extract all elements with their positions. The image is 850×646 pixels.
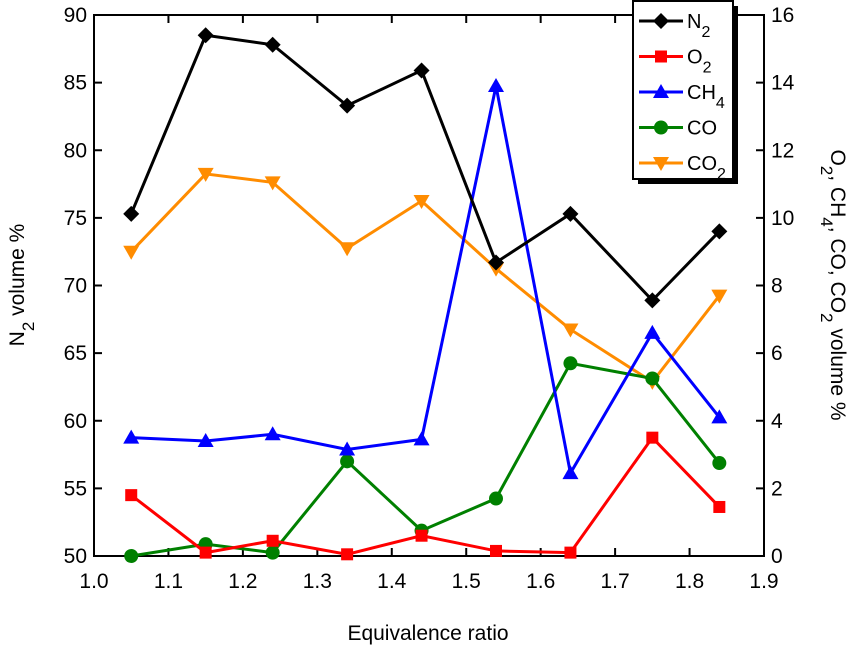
series-N2 xyxy=(123,27,728,309)
x-tick-label: 1.8 xyxy=(675,570,704,593)
data-point-N2 xyxy=(562,205,579,222)
data-point-O2 xyxy=(341,548,354,561)
legend-item-CO2: CO2 xyxy=(639,153,726,183)
data-point-O2 xyxy=(199,546,212,559)
x-tick-label: 1.0 xyxy=(79,570,108,593)
series-layer xyxy=(123,27,728,563)
legend: N2 O2 CH4 CO CO2 xyxy=(632,0,738,184)
y-right-tick-label: 6 xyxy=(771,342,783,365)
data-point-N2 xyxy=(264,36,281,53)
data-point-O2 xyxy=(713,500,726,513)
legend-item-N2: N2 xyxy=(639,11,710,41)
data-point-CO xyxy=(340,454,355,469)
x-tick-label: 1.7 xyxy=(601,570,630,593)
y-left-axis-title: N2 volume % xyxy=(6,224,38,347)
data-point-CH4 xyxy=(711,409,728,424)
legend-item-CO: CO xyxy=(639,118,717,140)
data-point-CH4 xyxy=(644,324,661,339)
legend-label: CO xyxy=(687,118,717,140)
data-point-CO xyxy=(645,371,660,386)
data-point-N2 xyxy=(197,27,214,44)
y-left-tick-label: 80 xyxy=(64,139,87,162)
axis-titles: Equivalence ratio N2 volume % O2, CH4, C… xyxy=(6,149,849,645)
y-left-tick-label: 65 xyxy=(64,342,87,365)
data-point-CO2 xyxy=(562,323,579,338)
y-right-tick-label: 0 xyxy=(771,545,783,568)
series-CH4 xyxy=(123,78,728,480)
x-axis-title: Equivalence ratio xyxy=(347,622,508,645)
data-point-O2 xyxy=(266,534,279,547)
x-tick-label: 1.3 xyxy=(303,570,332,593)
legend-marker xyxy=(655,50,667,63)
data-point-O2 xyxy=(646,431,659,444)
data-point-CH4 xyxy=(339,441,356,456)
y-left-tick-label: 50 xyxy=(64,545,87,568)
y-right-tick-label: 10 xyxy=(771,207,794,230)
y-left-tick-label: 60 xyxy=(64,410,87,433)
data-point-CO2 xyxy=(711,289,728,304)
y-right-tick-label: 4 xyxy=(771,410,783,433)
data-point-CO xyxy=(563,356,578,371)
x-tick-label: 1.4 xyxy=(377,570,407,593)
data-point-CH4 xyxy=(488,78,504,93)
legend-item-CH4: CH4 xyxy=(639,82,725,112)
x-tick-label: 1.5 xyxy=(452,570,481,593)
x-tick-label: 1.6 xyxy=(526,570,555,593)
legend-item-O2: O2 xyxy=(639,47,712,77)
y-left-tick-label: 85 xyxy=(64,72,87,95)
x-tick-label: 1.9 xyxy=(749,570,778,593)
data-point-CO xyxy=(489,491,503,506)
y-right-tick-label: 12 xyxy=(771,139,794,162)
data-point-CO2 xyxy=(264,176,281,191)
y-right-tick-label: 14 xyxy=(771,72,795,95)
data-point-N2 xyxy=(123,205,140,222)
data-point-CO xyxy=(124,549,139,563)
data-point-N2 xyxy=(488,254,504,271)
legend-label: O2 xyxy=(687,47,712,77)
data-point-CH4 xyxy=(562,465,579,480)
data-point-CH4 xyxy=(413,431,430,446)
legend-label: CO2 xyxy=(687,153,726,183)
series-line-N2 xyxy=(129,33,721,303)
y-right-tick-label: 2 xyxy=(771,477,783,500)
data-point-O2 xyxy=(415,529,428,542)
y-left-tick-label: 90 xyxy=(64,4,87,27)
y-right-tick-label: 8 xyxy=(771,275,783,298)
x-tick-label: 1.1 xyxy=(154,570,183,593)
legend-box xyxy=(632,0,734,180)
y-left-tick-label: 70 xyxy=(64,275,87,298)
y-left-tick-label: 55 xyxy=(64,477,87,500)
y-left-tick-label: 75 xyxy=(64,207,87,230)
x-tick-label: 1.2 xyxy=(228,570,257,593)
data-point-CO2 xyxy=(339,242,356,257)
data-point-CO2 xyxy=(123,245,140,260)
series-CO2 xyxy=(123,167,728,390)
data-point-N2 xyxy=(644,292,661,309)
data-point-N2 xyxy=(711,223,728,240)
legend-label: CH4 xyxy=(687,82,725,112)
legend-marker xyxy=(653,13,669,29)
data-point-CO2 xyxy=(413,194,430,209)
legend-label: N2 xyxy=(687,11,710,41)
y-right-axis-title: O2, CH4, CO, CO2 volume % xyxy=(818,149,850,420)
data-point-N2 xyxy=(413,62,430,79)
data-point-CO xyxy=(712,456,727,471)
legend-marker xyxy=(654,120,668,135)
data-point-O2 xyxy=(125,489,138,502)
data-point-O2 xyxy=(490,544,502,557)
data-point-CH4 xyxy=(264,426,281,441)
data-point-CO xyxy=(265,545,280,560)
series-O2 xyxy=(125,431,726,561)
data-point-CH4 xyxy=(123,429,140,444)
data-point-O2 xyxy=(564,546,577,559)
data-point-CO2 xyxy=(197,167,214,182)
data-point-CH4 xyxy=(197,433,214,448)
legend-marker xyxy=(653,157,669,171)
y-right-tick-label: 16 xyxy=(771,4,794,27)
data-point-N2 xyxy=(339,97,356,114)
legend-marker xyxy=(653,84,669,98)
